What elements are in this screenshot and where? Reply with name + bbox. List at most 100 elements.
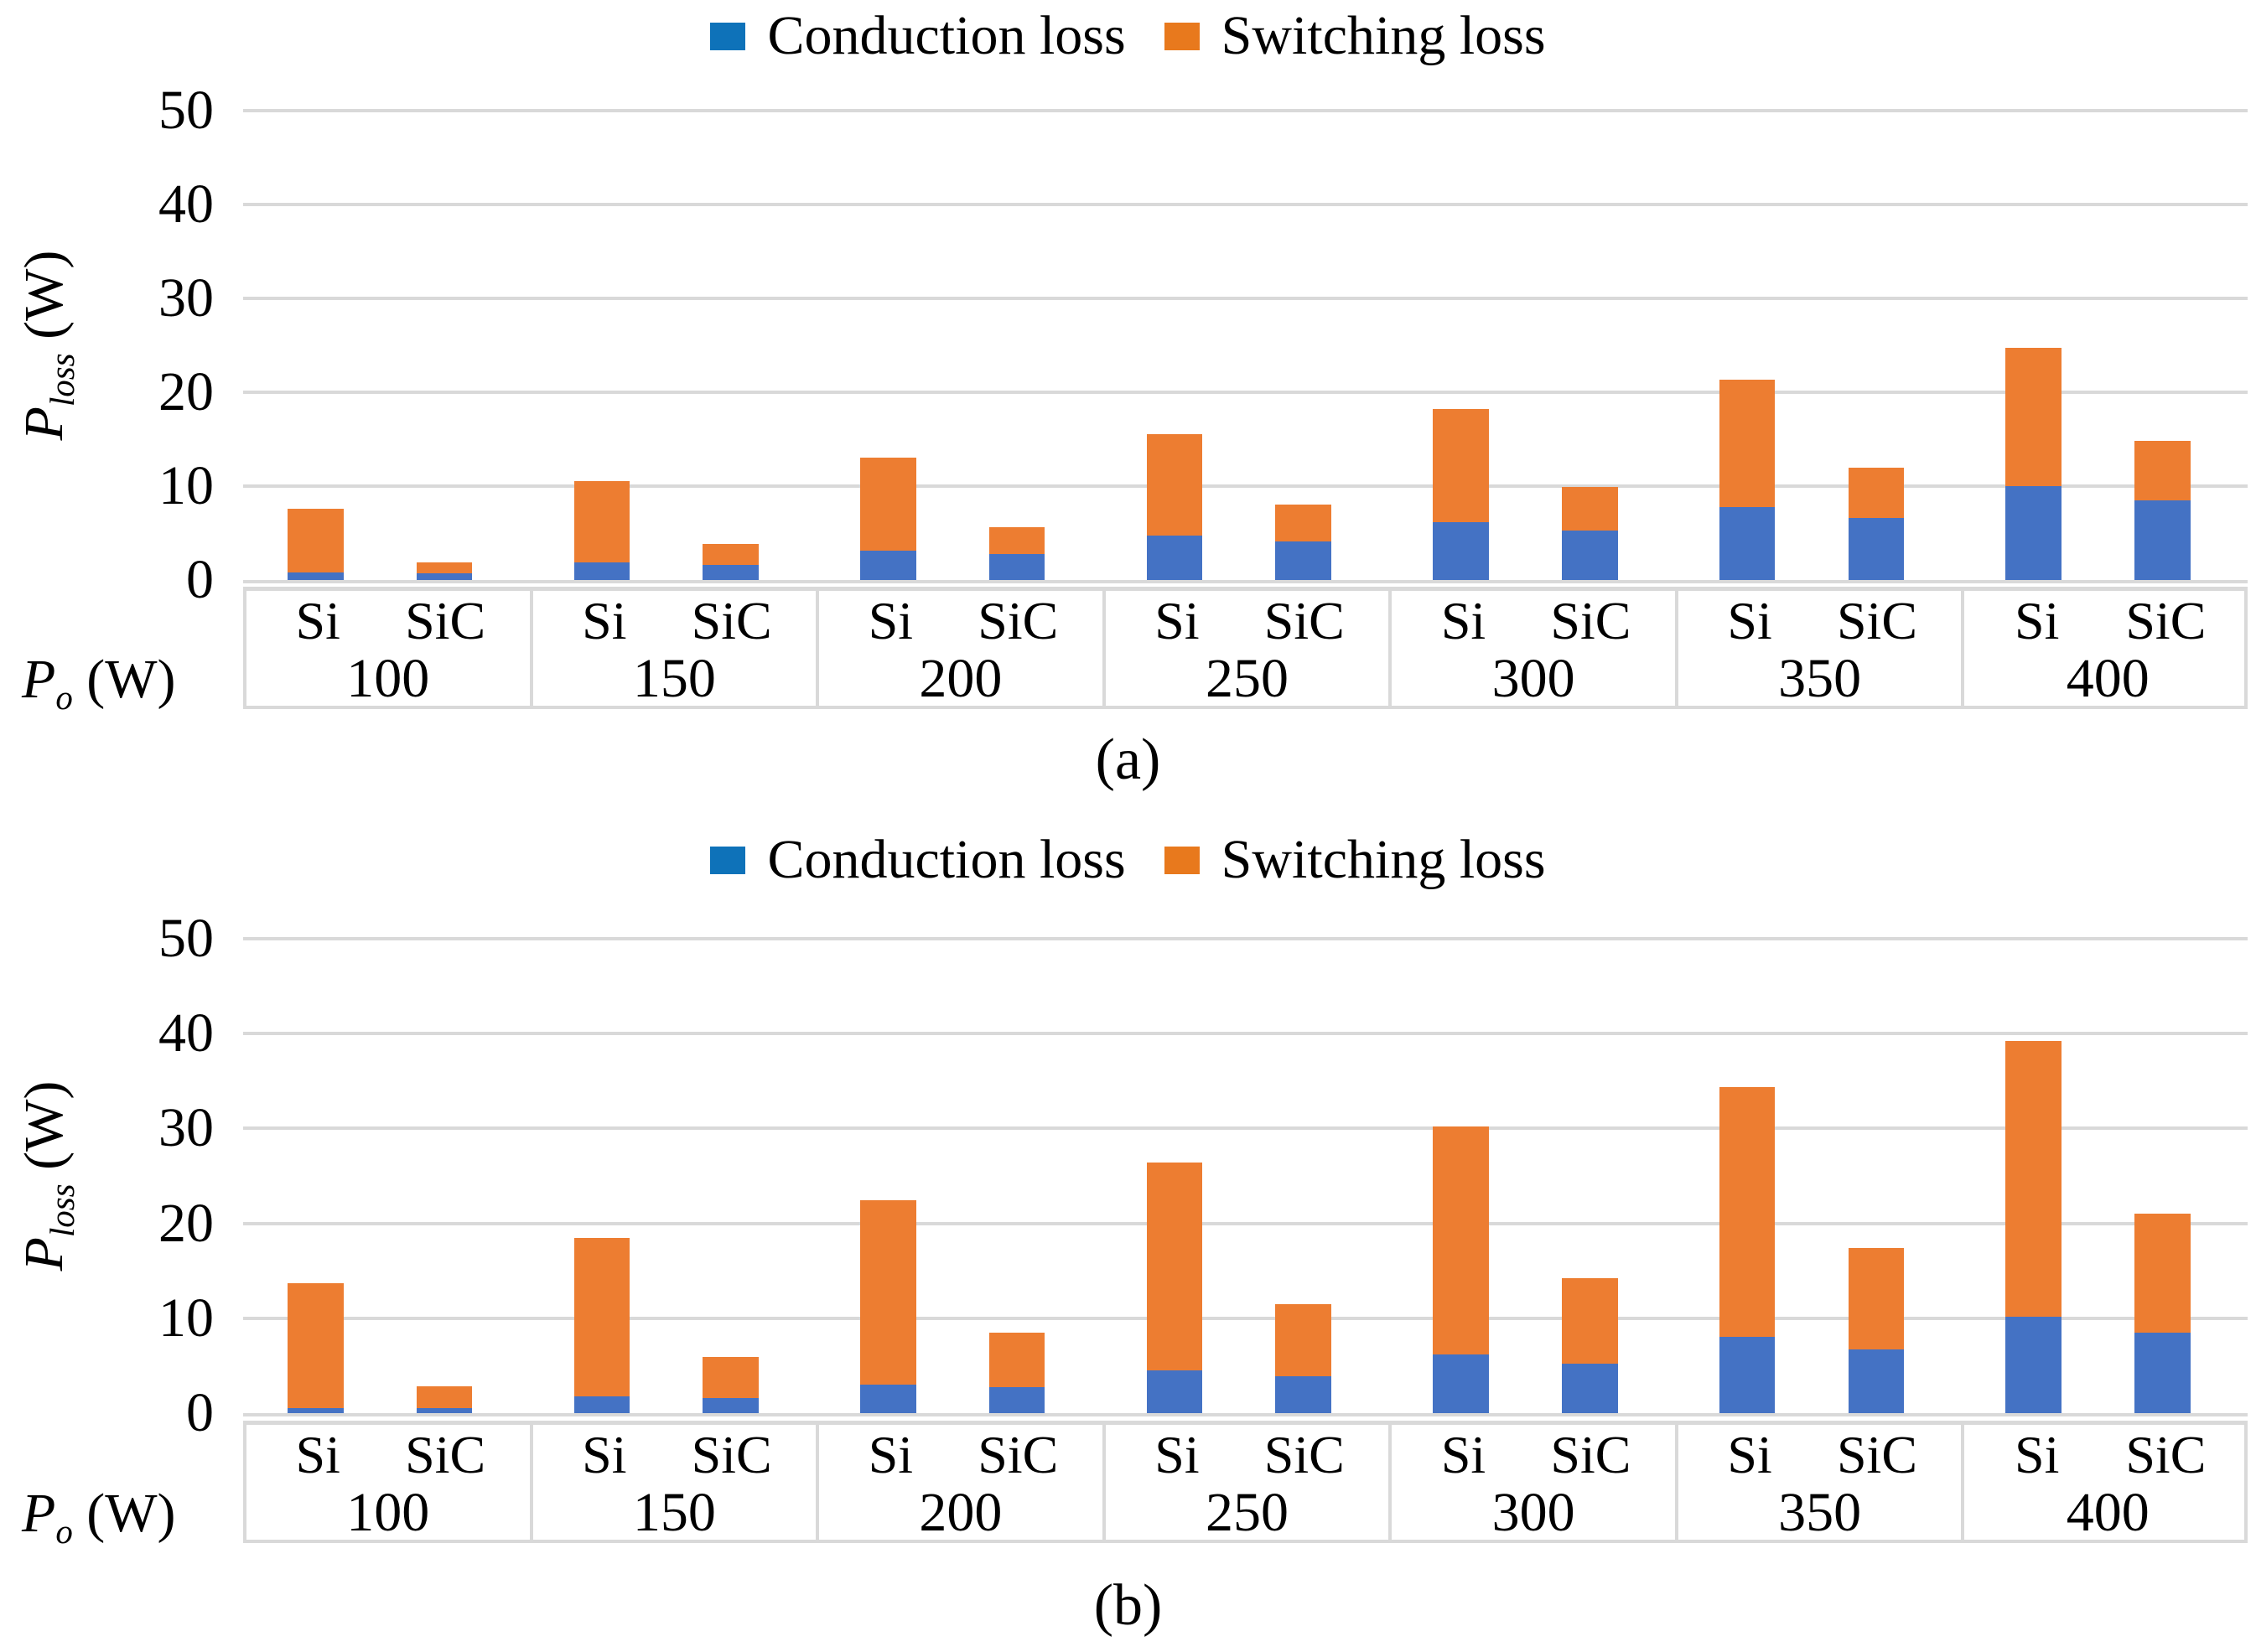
category-group-200: Si SiC 200 — [819, 591, 1106, 709]
category-label-400: 400 — [2066, 1482, 2150, 1543]
bar-sic-350-switching — [1848, 467, 1905, 519]
gridline-20 — [243, 391, 2248, 394]
bar-si-400-switching — [2005, 1041, 2062, 1317]
bar-si-100-switching — [287, 508, 344, 573]
bar-sic-250-switching — [1275, 505, 1331, 542]
legend-item-conduction: Conduction loss — [710, 5, 1126, 66]
category-label-200: 200 — [919, 648, 1003, 709]
gridline-40 — [243, 203, 2248, 206]
legend-label-conduction: Conduction loss — [767, 5, 1126, 66]
bar-si-200-conduction — [860, 1385, 916, 1413]
device-label-sic-400: SiC — [2125, 591, 2207, 650]
y-tick-label-10: 10 — [158, 1287, 214, 1349]
bar-sic-100-switching — [416, 1386, 473, 1409]
category-group-400: Si SiC 400 — [1964, 1425, 2251, 1543]
category-axis-table: Si SiC 100 Si SiC 150 Si SiC 200 Si SiC 250 Si SiC 300… — [243, 587, 2248, 709]
legend-item-switching: Switching loss — [1164, 8, 1546, 64]
category-group-300: Si SiC 300 — [1392, 591, 1678, 707]
device-label-sic-100: SiC — [405, 1425, 486, 1484]
chart-a: Conduction loss Switching loss Ploss (W)… — [0, 0, 2256, 809]
bar-sic-400-switching — [2134, 1214, 2191, 1333]
device-label-sic-350: SiC — [1836, 1425, 1917, 1484]
bar-sic-150-switching — [703, 544, 759, 566]
legend-item-switching: Switching loss — [1164, 832, 1546, 888]
device-label-si-350: Si — [1727, 1425, 1772, 1484]
bar-si-400-switching — [2005, 348, 2062, 486]
bar-si-350-switching — [1719, 380, 1776, 507]
bar-sic-200-conduction — [988, 553, 1045, 580]
bar-sic-350-switching — [1848, 1248, 1905, 1350]
y-tick-label-50: 50 — [158, 908, 214, 969]
device-label-si-250: Si — [1154, 591, 1200, 650]
x-axis-unit: (W) — [86, 1483, 176, 1544]
category-label-250: 250 — [1205, 1482, 1289, 1543]
bar-si-250-switching — [1146, 1163, 1203, 1371]
bar-sic-100-conduction — [416, 1408, 473, 1413]
device-label-sic-150: SiC — [691, 1425, 772, 1484]
plot-area — [243, 937, 2248, 1416]
category-label-100: 100 — [346, 1482, 430, 1543]
category-group-350: Si SiC 350 — [1678, 591, 1965, 709]
legend-label-switching: Switching loss — [1221, 5, 1546, 66]
device-label-si-300: Si — [1440, 1425, 1486, 1484]
category-group-200: Si SiC 200 — [819, 1425, 1106, 1541]
device-label-si-150: Si — [582, 1425, 627, 1484]
device-label-sic-300: SiC — [1550, 1425, 1631, 1484]
bar-sic-100-conduction — [416, 573, 473, 580]
device-label-sic-150: SiC — [691, 591, 772, 650]
y-tick-label-20: 20 — [158, 1192, 214, 1254]
device-label-si-400: Si — [2014, 1425, 2060, 1484]
legend-label-switching: Switching loss — [1221, 829, 1546, 890]
bar-sic-150-conduction — [703, 565, 759, 580]
bar-si-400-conduction — [2005, 1316, 2062, 1413]
bar-sic-100-switching — [416, 562, 473, 574]
bar-si-300-conduction — [1433, 1354, 1489, 1413]
device-label-sic-100: SiC — [405, 591, 486, 650]
bar-sic-300-conduction — [1561, 1364, 1618, 1413]
device-label-sic-250: SiC — [1263, 1425, 1345, 1484]
bar-sic-400-switching — [2134, 441, 2191, 500]
category-label-350: 350 — [1778, 648, 1862, 709]
category-label-350: 350 — [1778, 1482, 1862, 1543]
x-axis-title: Po (W) — [22, 1486, 176, 1550]
bar-si-350-switching — [1719, 1086, 1776, 1338]
category-label-150: 150 — [632, 1482, 716, 1543]
bar-sic-150-switching — [703, 1357, 759, 1398]
bar-sic-300-switching — [1561, 1278, 1618, 1365]
device-label-sic-350: SiC — [1836, 591, 1917, 650]
gridline-10 — [243, 1316, 2248, 1320]
bar-si-250-conduction — [1146, 536, 1203, 580]
bar-si-100-switching — [287, 1282, 344, 1409]
bar-sic-350-conduction — [1848, 518, 1905, 580]
category-group-400: Si SiC 400 — [1964, 591, 2251, 707]
gridline-20 — [243, 1221, 2248, 1225]
x-axis-title: Po (W) — [22, 652, 176, 716]
device-label-sic-200: SiC — [978, 1425, 1059, 1484]
device-label-si-100: Si — [295, 1425, 340, 1484]
gridline-30 — [243, 297, 2248, 300]
category-group-250: Si SiC 250 — [1106, 591, 1392, 709]
x-axis-unit: (W) — [86, 649, 176, 710]
device-label-si-100: Si — [295, 591, 340, 650]
y-axis-ticks: 0 10 20 30 40 50 — [0, 83, 214, 608]
x-axis-subscript: o — [55, 1513, 73, 1551]
bar-sic-350-conduction — [1848, 1349, 1905, 1413]
category-label-300: 300 — [1491, 1482, 1575, 1543]
bar-si-200-conduction — [860, 551, 916, 580]
bar-sic-200-conduction — [988, 1387, 1045, 1413]
bar-si-100-conduction — [287, 1408, 344, 1413]
x-axis-symbol: P — [22, 1483, 56, 1544]
bar-si-150-conduction — [573, 562, 630, 580]
device-label-sic-200: SiC — [978, 591, 1059, 650]
category-group-100: Si SiC 100 — [246, 591, 533, 709]
category-label-100: 100 — [346, 648, 430, 709]
legend-item-conduction: Conduction loss — [710, 832, 1126, 888]
bar-si-200-switching — [860, 1200, 916, 1385]
category-label-250: 250 — [1205, 648, 1289, 709]
device-label-si-350: Si — [1727, 591, 1772, 650]
bar-si-200-switching — [860, 458, 916, 552]
category-label-150: 150 — [632, 648, 716, 709]
device-label-si-250: Si — [1154, 1425, 1200, 1484]
device-label-sic-300: SiC — [1550, 591, 1631, 650]
